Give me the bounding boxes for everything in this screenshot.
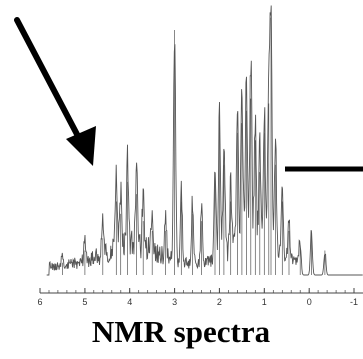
x-axis: 6 5 4 3 2 1 0 -1 (37, 288, 363, 307)
x-tick-label: 2 (217, 297, 222, 307)
arrow-icon (14, 17, 96, 166)
x-tick-label: -1 (350, 297, 358, 307)
x-tick-label: 6 (37, 297, 42, 307)
chart-caption: NMR spectra (92, 314, 271, 349)
x-tick-label: 0 (307, 297, 312, 307)
x-tick-label: 5 (82, 297, 87, 307)
x-tick-label: 1 (262, 297, 267, 307)
x-tick-label: 4 (127, 297, 132, 307)
spectrum-trace (46, 5, 363, 276)
spectrum-trace-layer (46, 5, 363, 276)
x-tick-label: 3 (172, 297, 177, 307)
